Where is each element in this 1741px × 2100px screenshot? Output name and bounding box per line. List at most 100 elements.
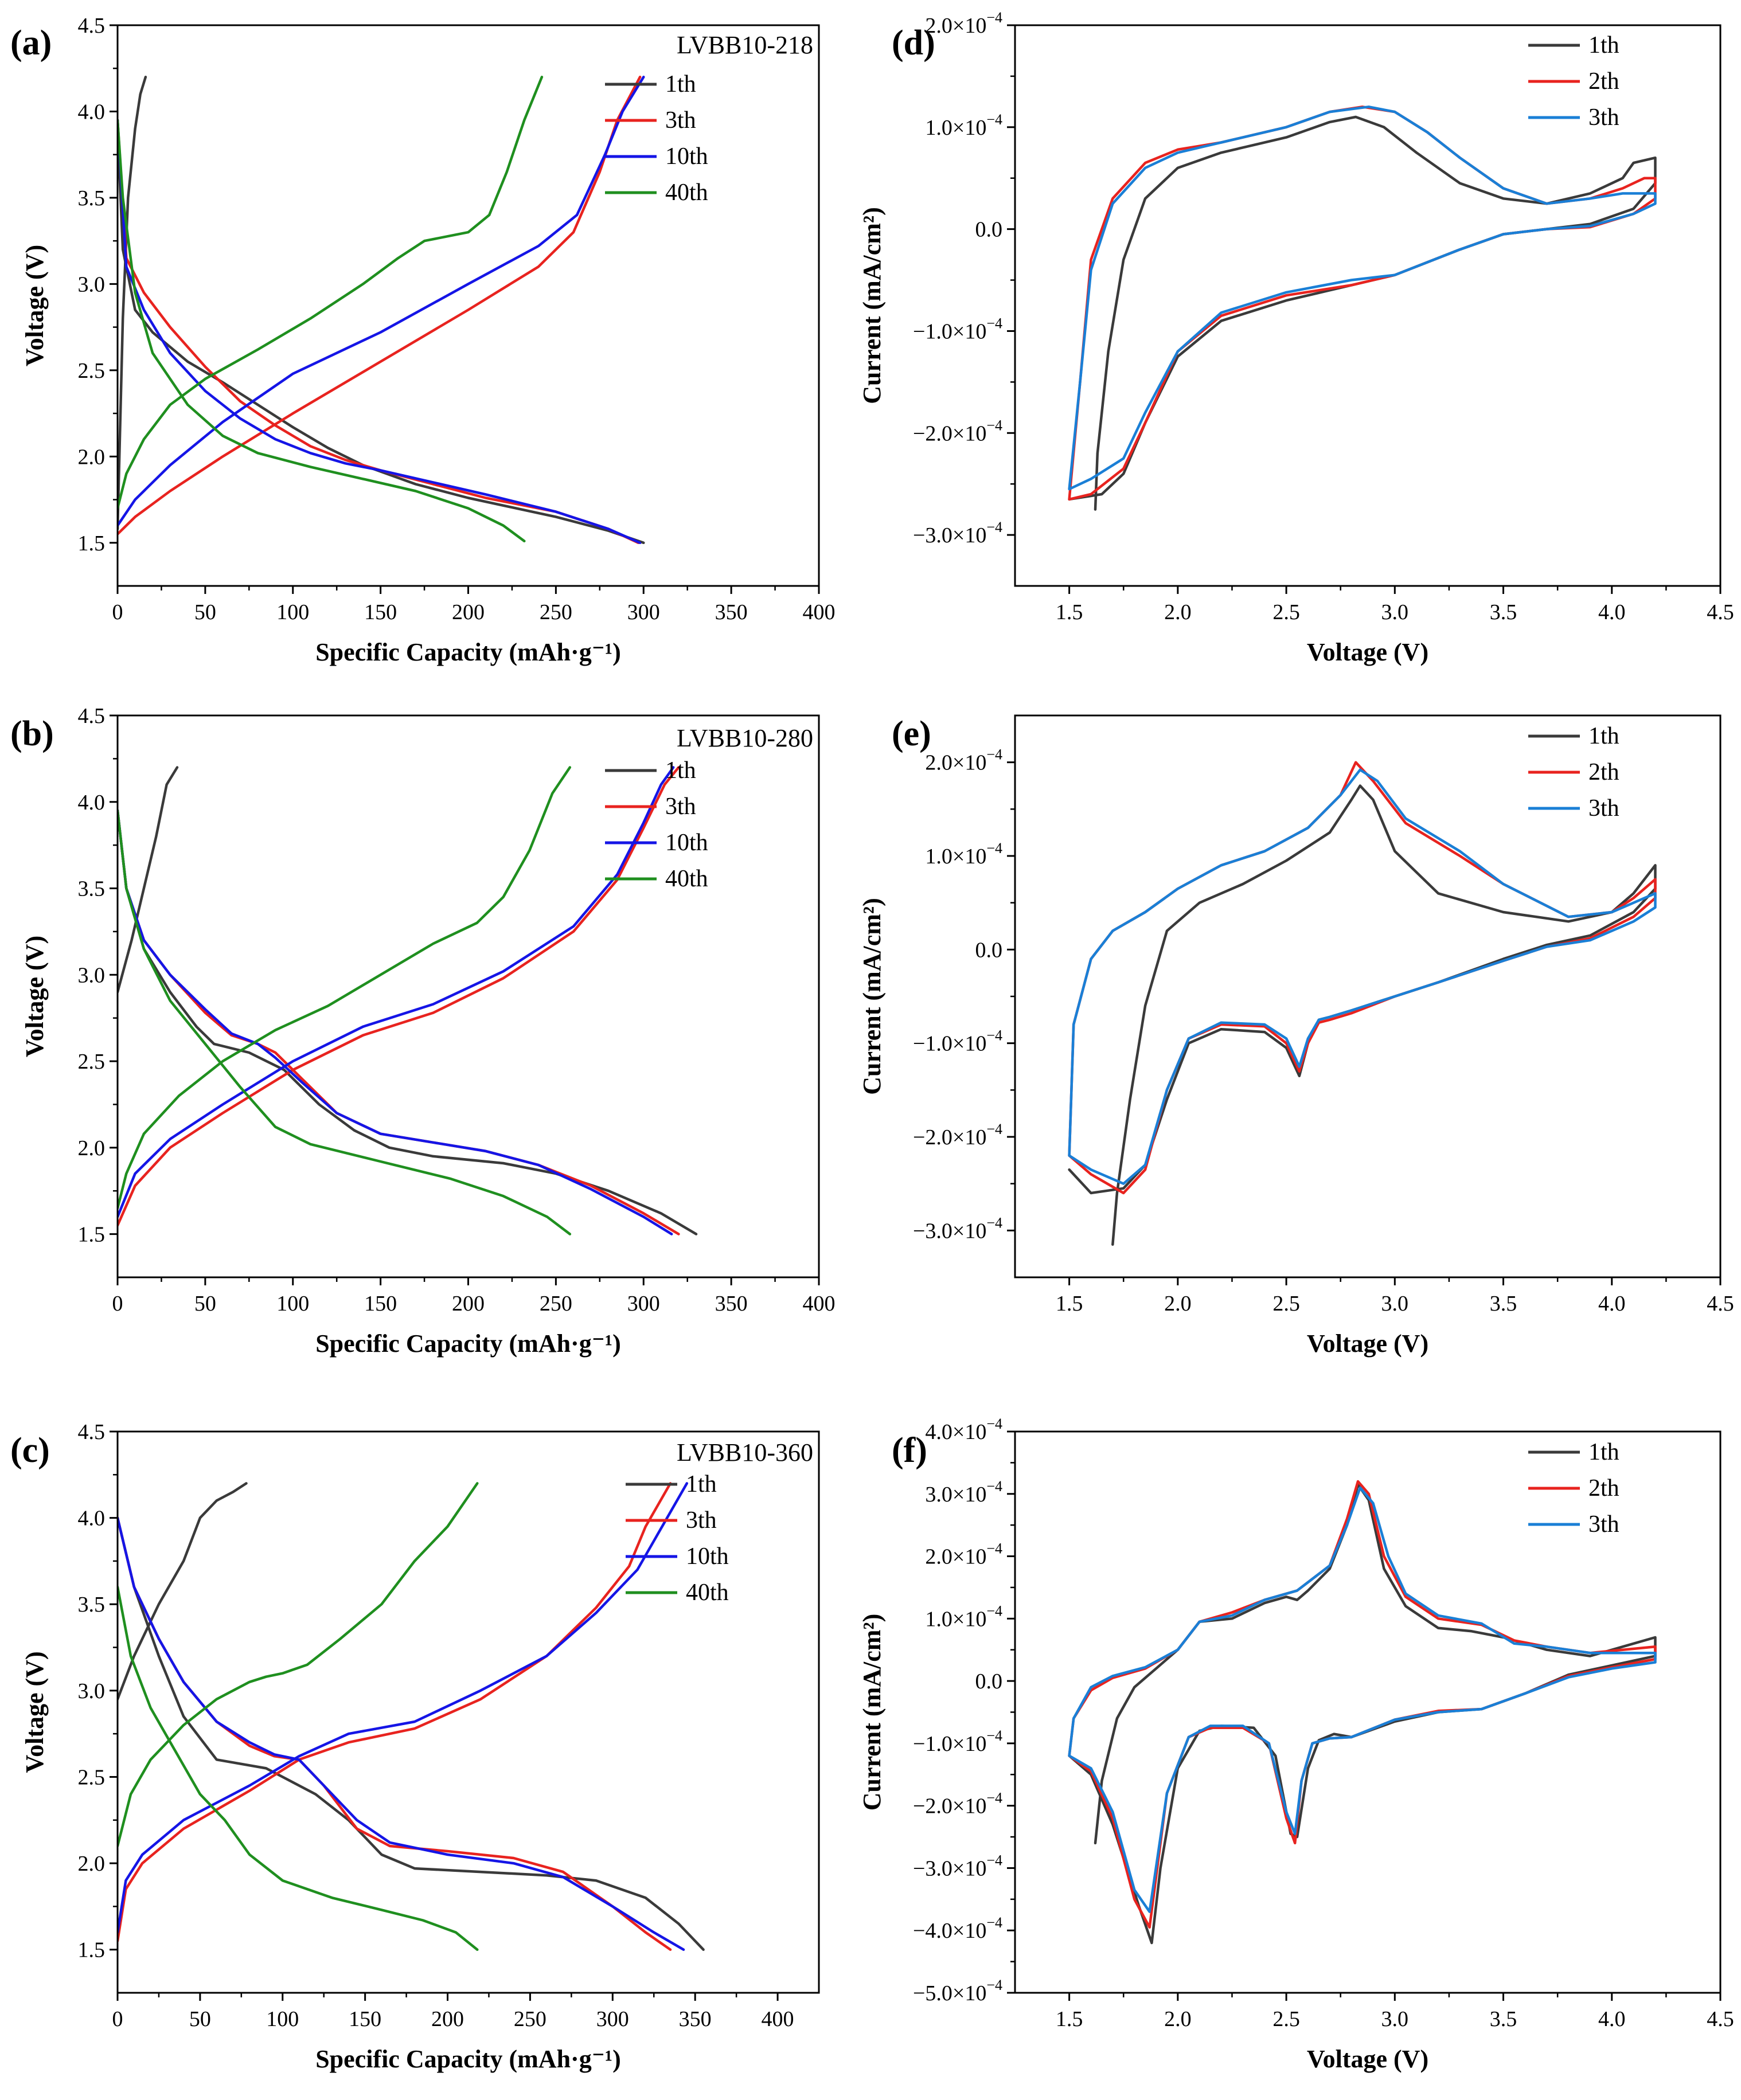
y-tick-label: −2.0×10−4 <box>913 417 1002 445</box>
y-tick-label: 1.5 <box>78 531 106 556</box>
legend-label-3th: 3th <box>1588 795 1619 822</box>
chart-panel-a: 0 50 100 150 200 250 300 350 400 1.5 2.0 2.5 3.0 3.5 4… <box>10 14 836 666</box>
x-tick-label: 350 <box>715 600 748 624</box>
x-tick-label: 2.5 <box>1272 2007 1300 2031</box>
x-tick-label: 2.0 <box>1164 2007 1192 2031</box>
y-tick-exponent: −4 <box>986 1121 1002 1137</box>
x-tick-label: 250 <box>540 1292 572 1316</box>
series-line-10th-seg1 <box>118 1482 689 1934</box>
y-tick-label: −2.0×10−4 <box>913 1790 1002 1819</box>
y-tick-label: 1.5 <box>78 1223 106 1247</box>
series-line-40th-seg1 <box>118 766 572 1210</box>
y-tick-mantissa: 1.0×10 <box>925 1607 986 1631</box>
x-tick-label: 200 <box>452 1292 485 1316</box>
y-tick-mantissa: −3.0×10 <box>913 1219 986 1243</box>
sample-title: LVBB10-218 <box>677 31 813 59</box>
y-tick-label: 3.0 <box>78 272 106 296</box>
y-tick-label: 3.0×10−4 <box>925 1478 1002 1507</box>
y-tick-label: 0.0 <box>975 1669 1003 1694</box>
x-tick-label: 100 <box>276 1292 309 1316</box>
series-line-1th-seg0 <box>1068 115 1657 511</box>
y-tick-mantissa: −1.0×10 <box>913 1032 986 1056</box>
series-group <box>118 76 645 545</box>
legend-label-40th: 40th <box>665 179 708 206</box>
x-tick-label: 3.5 <box>1490 1292 1517 1316</box>
legend: 1th 2th 3th <box>1528 1439 1619 1538</box>
y-tick-exponent: −4 <box>986 417 1002 433</box>
y-tick-exponent: −4 <box>986 1790 1002 1806</box>
y-tick-exponent: −4 <box>986 746 1002 763</box>
x-axis-label: Specific Capacity (mAh·g⁻¹) <box>315 638 621 666</box>
y-tick-label: 4.5 <box>78 1420 106 1444</box>
panel-label: (c) <box>10 1431 50 1470</box>
y-tick-label: 3.5 <box>78 186 106 210</box>
legend-label-2th: 2th <box>1588 68 1619 95</box>
y-tick-label: −3.0×10−4 <box>913 1214 1002 1243</box>
x-tick-label: 200 <box>431 2007 464 2031</box>
y-tick-mantissa: 4.0×10 <box>925 1420 986 1444</box>
x-tick-label: 2.5 <box>1272 600 1300 624</box>
x-tick-label: 0 <box>112 600 123 624</box>
x-tick-label: 2.5 <box>1272 1292 1300 1316</box>
series-group <box>1068 105 1657 511</box>
y-tick-mantissa: −2.0×10 <box>913 1794 986 1819</box>
y-tick-label: 3.0 <box>78 1679 106 1703</box>
series-line-1th-seg1 <box>118 76 147 530</box>
x-tick-label: 1.5 <box>1056 600 1083 624</box>
y-tick-label: −2.0×10−4 <box>913 1121 1002 1149</box>
series-line-40th-seg1 <box>118 1482 479 1848</box>
x-tick-label: 400 <box>803 600 836 624</box>
y-tick-mantissa: 2.0×10 <box>925 14 986 38</box>
series-line-40th-seg0 <box>118 1585 479 1951</box>
legend: 1th 2th 3th <box>1528 32 1619 131</box>
y-tick-mantissa: 3.0×10 <box>925 1483 986 1507</box>
y-tick-label: 3.0 <box>78 963 106 987</box>
chart-panel-b: 0 50 100 150 200 250 300 350 400 1.5 2.0 2.5 3.0 3.5 4… <box>10 704 836 1358</box>
x-tick-label: 100 <box>266 2007 299 2031</box>
x-tick-label: 400 <box>803 1292 836 1316</box>
x-axis-label: Specific Capacity (mAh·g⁻¹) <box>315 2045 621 2073</box>
x-axis-label: Voltage (V) <box>1307 638 1428 666</box>
chart-panel-e: 1.5 2.0 2.5 3.0 3.5 4.0 4.5−3.0×10−4−2.0×10−4−… <box>858 714 1734 1358</box>
x-axis-label: Voltage (V) <box>1307 2045 1428 2073</box>
series-group <box>118 766 698 1235</box>
y-tick-exponent: −4 <box>986 1914 1002 1931</box>
series-line-10th-seg0 <box>118 809 673 1235</box>
y-tick-label: −5.0×10−4 <box>913 1977 1002 2005</box>
y-tick-label: 4.5 <box>78 704 106 728</box>
series-line-10th-seg0 <box>118 119 642 545</box>
legend-label-3th: 3th <box>686 1507 717 1534</box>
series-line-40th-seg0 <box>118 809 572 1235</box>
panel-label: (f) <box>892 1431 927 1470</box>
y-tick-label: 4.0 <box>78 791 106 815</box>
y-tick-label: 4.0 <box>78 100 106 124</box>
y-axis-label: Current (mA/cm²) <box>858 1614 886 1811</box>
series-line-3th-seg0 <box>1068 768 1657 1185</box>
y-tick-label: 2.0 <box>78 1136 106 1160</box>
legend-label-2th: 2th <box>1588 1475 1619 1501</box>
y-tick-mantissa: −2.0×10 <box>913 421 986 445</box>
series-line-1th-seg1 <box>118 766 179 994</box>
legend-label-3th: 3th <box>665 793 696 820</box>
y-tick-label: 2.0×10−4 <box>925 746 1002 775</box>
legend-label-1th: 1th <box>665 71 696 97</box>
series-line-40th-seg0 <box>118 119 526 543</box>
chart-panel-d: 1.5 2.0 2.5 3.0 3.5 4.0 4.5−3.0×10−4−2.0×10−4−… <box>858 9 1734 666</box>
x-tick-label: 4.0 <box>1598 600 1626 624</box>
x-tick-label: 4.0 <box>1598 2007 1626 2031</box>
y-axis-label: Voltage (V) <box>21 245 49 366</box>
x-tick-label: 150 <box>349 2007 381 2031</box>
y-axis-label: Voltage (V) <box>21 936 49 1057</box>
y-tick-mantissa: −1.0×10 <box>913 319 986 343</box>
series-line-2th-seg0 <box>1068 105 1657 501</box>
legend-label-10th: 10th <box>686 1543 729 1570</box>
x-tick-label: 3.0 <box>1381 600 1409 624</box>
x-tick-label: 1.5 <box>1056 1292 1083 1316</box>
y-tick-label: 0.0 <box>975 218 1003 242</box>
y-tick-label: −3.0×10−4 <box>913 1852 1002 1880</box>
plot-frame <box>1014 24 1722 587</box>
y-tick-exponent: −4 <box>986 840 1002 857</box>
y-tick-label: −4.0×10−4 <box>913 1914 1002 1943</box>
legend-label-2th: 2th <box>1588 759 1619 785</box>
